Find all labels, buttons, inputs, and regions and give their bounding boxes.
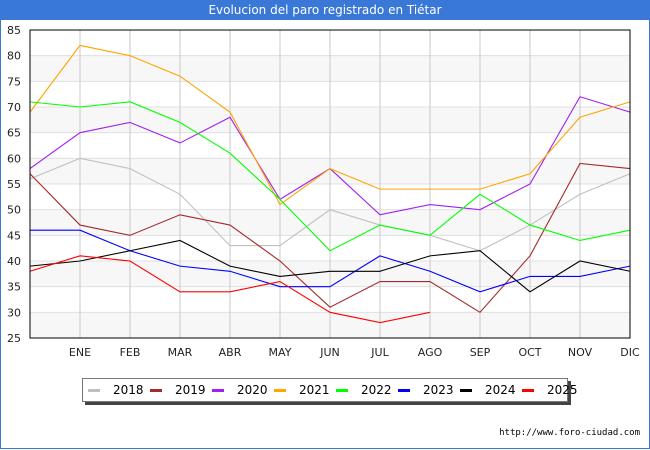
legend-label: 2019 — [175, 383, 206, 397]
legend-swatch — [398, 389, 410, 392]
y-tick-label: 40 — [7, 255, 21, 268]
legend-label: 2022 — [361, 383, 392, 397]
y-tick-label: 45 — [7, 229, 21, 242]
x-tick-label: JUL — [370, 346, 389, 359]
chart-legend: 2018 2019 2020 2021 2022 2023 2024 2025 — [82, 378, 578, 402]
x-tick-label: MAY — [269, 346, 292, 359]
legend-swatch — [522, 389, 534, 392]
x-tick-label: MAR — [168, 346, 193, 359]
series-line-2025 — [29, 255, 431, 324]
y-tick-label: 55 — [7, 178, 21, 191]
x-tick-label: ABR — [219, 346, 242, 359]
y-tick-label: 35 — [7, 281, 21, 294]
legend-swatch — [460, 389, 472, 392]
x-tick-label: JUN — [319, 346, 340, 359]
x-tick-label: OCT — [518, 346, 541, 359]
x-tick-label: FEB — [120, 346, 141, 359]
legend-swatch — [274, 389, 286, 392]
legend-label: 2024 — [485, 383, 516, 397]
series-line-2022 — [29, 101, 631, 252]
legend-label: 2023 — [423, 383, 454, 397]
x-tick-label: DIC — [620, 346, 640, 359]
legend-swatch — [336, 389, 348, 392]
legend-swatch — [150, 389, 162, 392]
y-tick-label: 75 — [7, 75, 21, 88]
legend-swatch — [88, 389, 100, 392]
legend-swatch — [212, 389, 224, 392]
legend-label: 2020 — [237, 383, 268, 397]
legend-label: 2018 — [113, 383, 144, 397]
y-tick-label: 70 — [7, 101, 21, 114]
legend-label: 2021 — [299, 383, 330, 397]
series-line-2021 — [29, 44, 631, 206]
legend-label: 2025 — [547, 383, 578, 397]
y-tick-label: 85 — [7, 24, 21, 37]
y-tick-label: 25 — [7, 332, 21, 345]
y-tick-label: 60 — [7, 152, 21, 165]
x-tick-label: ENE — [69, 346, 91, 359]
y-tick-label: 80 — [7, 50, 21, 63]
x-tick-label: AGO — [418, 346, 443, 359]
footer-url[interactable]: http://www.foro-ciudad.com — [499, 428, 640, 438]
series-line-2024 — [29, 239, 631, 293]
series-line-2019 — [29, 162, 631, 314]
y-tick-label: 30 — [7, 306, 21, 319]
x-tick-label: NOV — [568, 346, 593, 359]
chart-title: Evolucion del paro registrado en Tiétar — [0, 0, 650, 20]
y-tick-label: 50 — [7, 204, 21, 217]
x-tick-label: SEP — [470, 346, 491, 359]
plot-border — [29, 29, 631, 339]
y-tick-label: 65 — [7, 127, 21, 140]
